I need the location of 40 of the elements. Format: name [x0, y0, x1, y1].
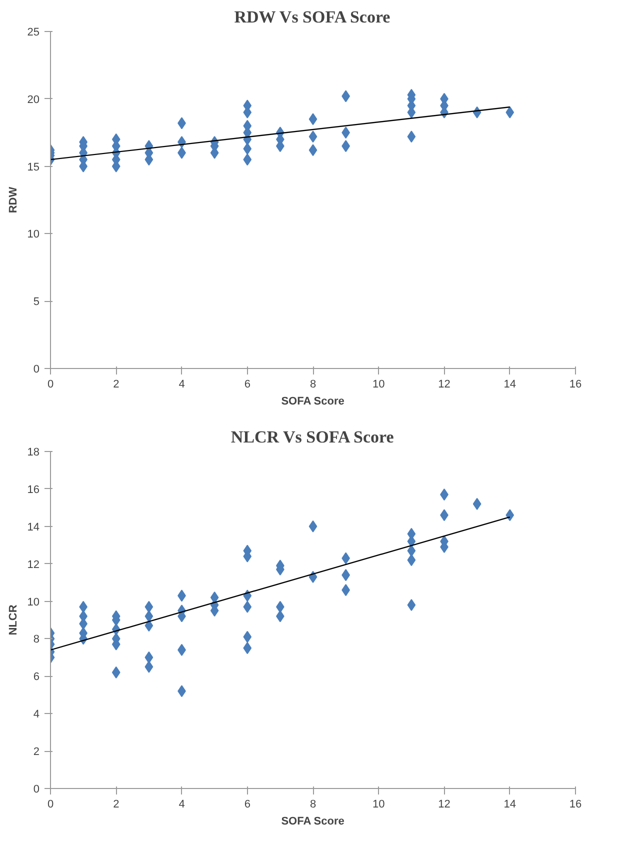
x-axis-title: SOFA Score [281, 396, 344, 408]
y-tick-label: 15 [27, 161, 40, 174]
y-tick-label: 10 [27, 596, 40, 608]
y-tick-label: 5 [33, 296, 40, 308]
x-tick-label: 2 [113, 798, 120, 810]
x-axis-title: SOFA Score [281, 816, 344, 828]
y-tick-label: 12 [27, 558, 40, 571]
x-tick-label: 12 [438, 798, 450, 810]
x-tick-label: 4 [178, 378, 185, 390]
y-tick-label: 6 [33, 671, 40, 684]
x-tick-label: 0 [47, 798, 54, 810]
x-tick-label: 4 [178, 798, 185, 810]
x-tick-label: 8 [310, 798, 316, 810]
y-tick-label: 0 [33, 364, 40, 376]
x-tick-label: 14 [504, 378, 516, 390]
y-tick-label: 2 [33, 746, 40, 758]
y-tick-label: 10 [27, 228, 40, 241]
x-tick-label: 6 [244, 378, 250, 390]
x-tick-label: 6 [244, 798, 250, 810]
x-tick-label: 2 [113, 378, 120, 390]
y-tick-label: 25 [27, 26, 40, 38]
y-tick-label: 18 [27, 446, 40, 458]
y-tick-label: 16 [27, 484, 40, 496]
x-tick-label: 10 [372, 798, 385, 810]
y-axis-title: NLCR [7, 604, 20, 636]
y-tick-label: 4 [33, 708, 40, 721]
y-tick-label: 20 [27, 94, 40, 106]
x-tick-label: 8 [310, 378, 316, 390]
chart-title: RDW Vs SOFA Score [234, 8, 391, 26]
y-tick-label: 14 [27, 521, 40, 534]
x-tick-label: 16 [569, 798, 582, 810]
y-axis-title: RDW [7, 186, 20, 214]
y-tick-label: 8 [33, 634, 40, 646]
x-tick-label: 12 [438, 378, 450, 390]
x-tick-label: 16 [569, 378, 582, 390]
x-tick-label: 14 [504, 798, 516, 810]
y-tick-label: 0 [33, 784, 40, 796]
x-tick-label: 10 [372, 378, 385, 390]
x-tick-label: 0 [47, 378, 54, 390]
chart-title: NLCR Vs SOFA Score [230, 428, 394, 446]
